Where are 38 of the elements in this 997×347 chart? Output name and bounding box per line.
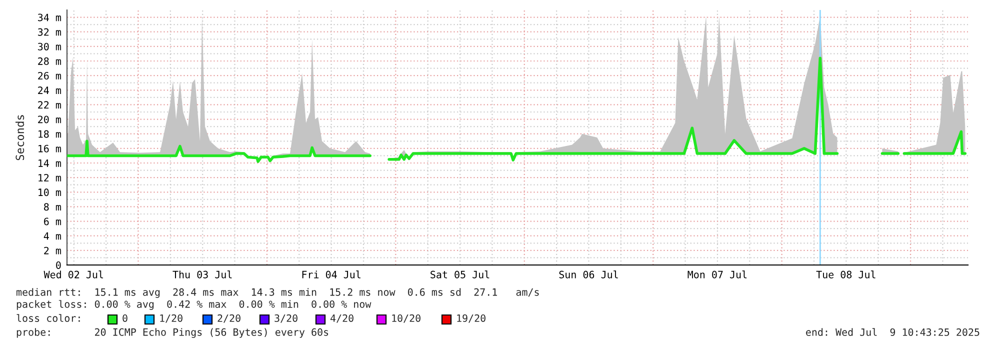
x-tick-label: Mon 07 Jul (688, 270, 747, 278)
text: 19/20 (457, 314, 486, 323)
x-tick-label: Thu 03 Jul (172, 270, 232, 278)
y-tick-label: 16 m (38, 144, 61, 152)
y-tick-label: 26 m (38, 72, 61, 80)
text: loss color: (16, 314, 80, 322)
text: packet loss: 0.00 % avg 0.42 % max 0.00 % min 0.00 % now (16, 300, 372, 310)
y-tick-label: 12 m (38, 174, 61, 182)
y-tick-label: 30 m (38, 42, 61, 50)
y-tick-label: 6 m (44, 218, 61, 226)
text: 3/20 (274, 314, 298, 323)
x-tick-label: Tue 08 Jul (816, 270, 876, 278)
y-tick-label: 22 m (38, 101, 61, 109)
y-tick-label: 34 m (38, 14, 61, 22)
y-tick-label: 32 m (38, 28, 61, 36)
x-tick-label: Sun 06 Jul (559, 270, 618, 278)
y-tick-label: 18 m (38, 130, 61, 138)
y-tick-label: 28 m (38, 57, 61, 65)
x-tick-label: Fri 04 Jul (302, 270, 360, 278)
y-tick-label: 20 m (38, 116, 61, 124)
y-tick-label: 0 (56, 261, 61, 269)
text: 0 (122, 314, 128, 322)
text: probe: 20 ICMP Echo Pings (56 Bytes) every 60s (16, 328, 328, 338)
y-tick-label: 4 m (44, 232, 61, 240)
text: end: Wed Jul 9 10:43:25 2025 (806, 328, 980, 336)
y-tick-label: 14 m (38, 160, 61, 167)
text: 2/20 (218, 314, 240, 323)
x-tick-label: Wed 02 Jul (44, 270, 104, 278)
y-tick-label: 2 m (44, 246, 61, 254)
y-tick-label: 8 m (44, 203, 61, 211)
y-tick-label: 10 m (38, 188, 61, 196)
text: 1/20 (160, 314, 182, 323)
y-tick-label: 24 m (38, 86, 61, 94)
y-axis-title: Seconds (16, 115, 24, 160)
text: 4/20 (330, 314, 354, 323)
x-tick-label: Sat 05 Jul (430, 270, 490, 278)
text: 10/20 (392, 314, 420, 323)
text: median rtt: 15.1 ms avg 28.4 ms max 14.3 ms min 15.2 ms now 0.6 ms sd 27.1 am/s (16, 288, 539, 298)
